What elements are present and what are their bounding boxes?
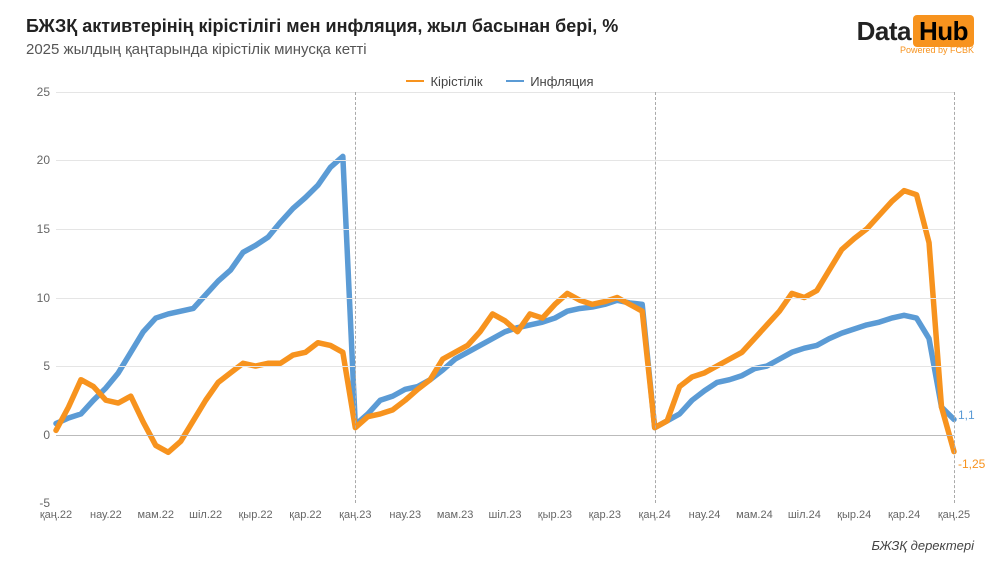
y-tick-label: 15	[37, 222, 50, 236]
chart-area: -50510152025 1,1-1,25 қаң.22нау.22мам.22…	[26, 92, 974, 533]
x-tick-label: қыр.22	[238, 509, 272, 521]
x-tick-label: нау.23	[389, 509, 421, 521]
zero-line	[56, 435, 954, 436]
chart-container: Кірістілік Инфляция -5 0 5 10 15 20 25 1,1-1,2…	[26, 70, 974, 533]
legend-label-inflation: Инфляция	[530, 74, 593, 89]
x-tick-label: қаң.25	[938, 509, 970, 521]
x-axis: қаң.22нау.22мам.22шіл.22қыр.22қар.22қаң.…	[56, 503, 954, 533]
x-tick-label: қар.23	[589, 509, 621, 521]
x-tick-label: мам.22	[137, 509, 174, 521]
x-tick-label: қыр.24	[837, 509, 871, 521]
gridline	[56, 229, 954, 230]
y-axis: -50510152025	[26, 92, 54, 503]
y-tick-label: 25	[37, 85, 50, 99]
gridline	[56, 366, 954, 367]
y-tick-label: 10	[37, 291, 50, 305]
x-tick-label: шіл.24	[788, 509, 821, 521]
x-tick-label: шіл.23	[489, 509, 522, 521]
x-tick-label: шіл.22	[189, 509, 222, 521]
logo-right: Hub	[913, 15, 974, 47]
y-tick-label: -5	[39, 496, 50, 510]
x-tick-label: мам.23	[437, 509, 474, 521]
gridline	[56, 160, 954, 161]
y-tick-label: 20	[37, 153, 50, 167]
legend: Кірістілік Инфляция	[26, 70, 974, 89]
y-tick-label: 5	[43, 359, 50, 373]
y-tick-label: 0	[43, 428, 50, 442]
x-tick-label: нау.22	[90, 509, 122, 521]
x-tick-label: қар.22	[289, 509, 321, 521]
plot-area: 1,1-1,25	[56, 92, 954, 503]
legend-swatch-returns	[406, 80, 424, 82]
x-tick-label: нау.24	[689, 509, 721, 521]
year-divider	[355, 92, 356, 503]
logo-left: Data	[857, 16, 911, 46]
source-note: БЖЗҚ деректері	[871, 538, 974, 553]
x-tick-label: мам.24	[736, 509, 773, 521]
end-label-returns: -1,25	[958, 457, 985, 471]
gridline	[56, 92, 954, 93]
logo: DataHub Powered by FCBK	[857, 16, 974, 55]
chart-subtitle: 2025 жылдың қаңтарында кірістілік минусқ…	[26, 41, 974, 58]
legend-item-returns: Кірістілік	[406, 74, 482, 89]
x-tick-label: қар.24	[888, 509, 920, 521]
end-label-inflation: 1,1	[958, 408, 975, 422]
chart-title: БЖЗҚ активтерінің кірістілігі мен инфляц…	[26, 16, 974, 37]
x-tick-label: қыр.23	[538, 509, 572, 521]
year-divider	[655, 92, 656, 503]
year-divider	[954, 92, 955, 503]
x-tick-label: қаң.22	[40, 509, 72, 521]
x-tick-label: қаң.24	[639, 509, 671, 521]
legend-label-returns: Кірістілік	[430, 74, 482, 89]
line-inflation	[56, 156, 954, 427]
legend-swatch-inflation	[506, 80, 524, 82]
gridline	[56, 298, 954, 299]
x-tick-label: қаң.23	[339, 509, 371, 521]
legend-item-inflation: Инфляция	[506, 74, 593, 89]
